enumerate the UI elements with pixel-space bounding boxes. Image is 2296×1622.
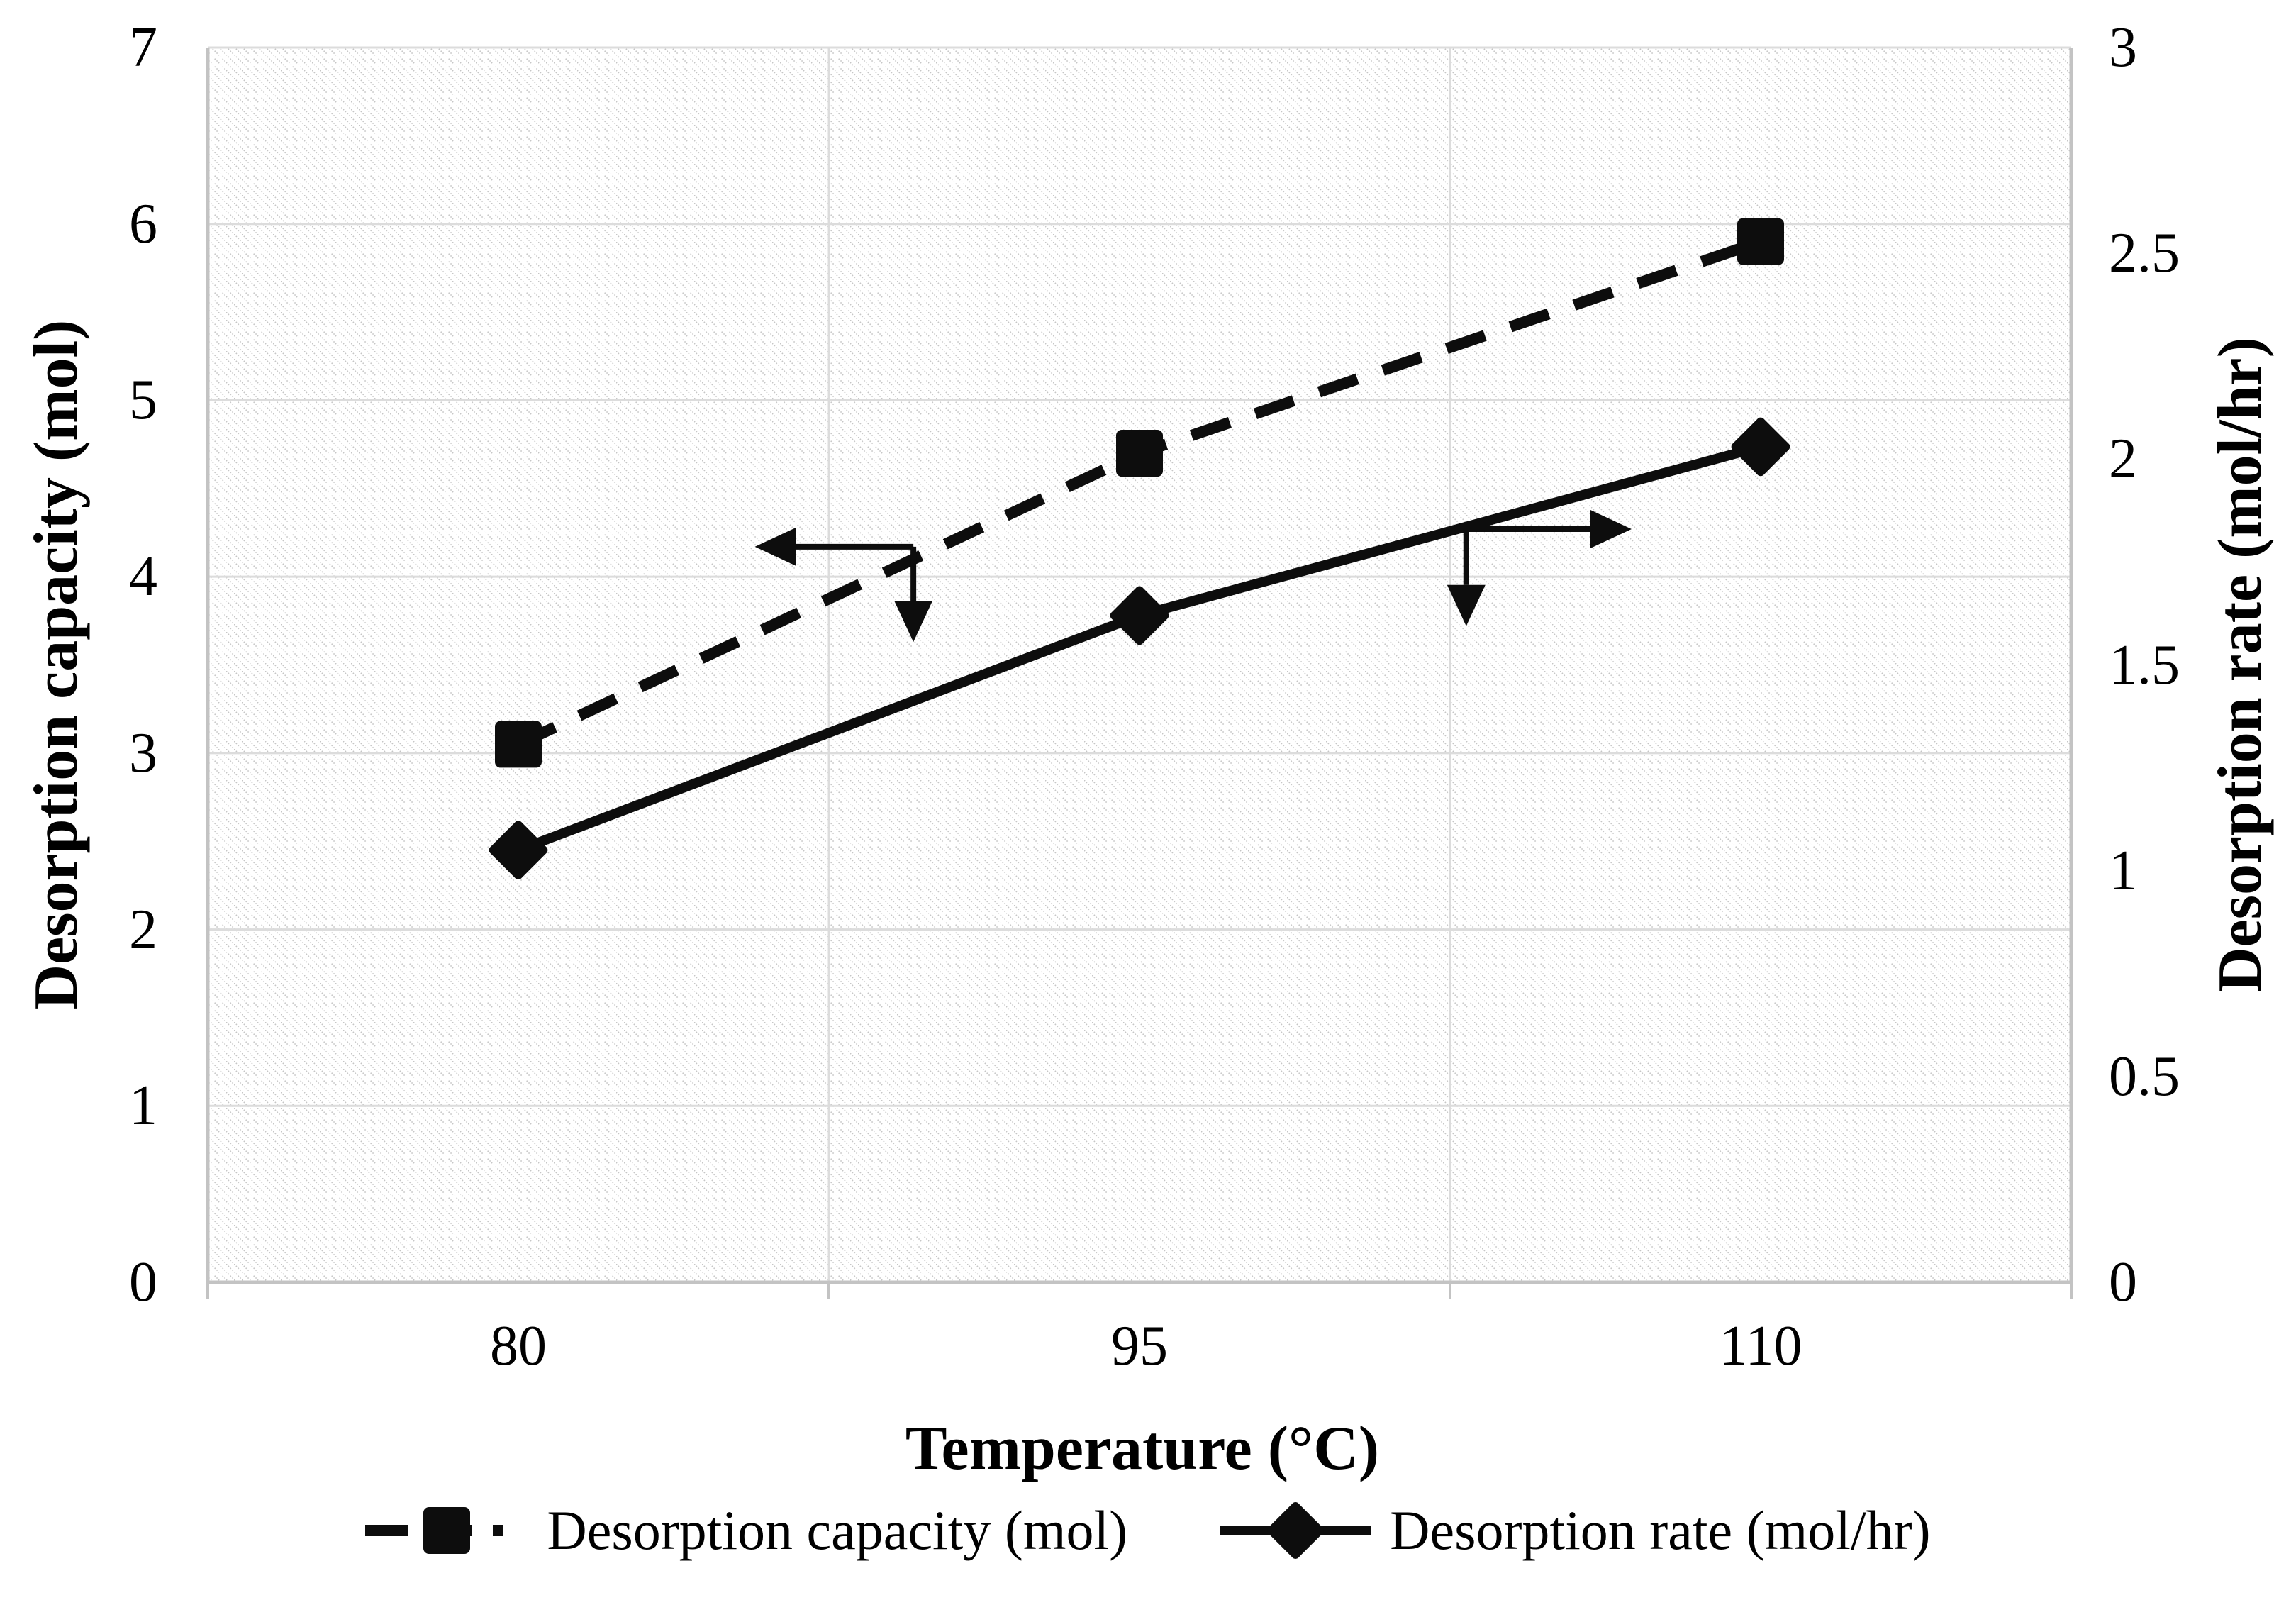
left-axis-tick: 1: [129, 1074, 157, 1138]
legend-item-capacity: Desorption capacity (mol): [365, 1502, 1127, 1559]
left-axis-tick: 0: [129, 1251, 157, 1313]
dashed-square-legend-marker-icon: [365, 1507, 529, 1554]
diamond-marker-icon: [1110, 586, 1169, 645]
left-axis-tick: 5: [129, 369, 157, 432]
right-arrowhead-icon: [1590, 509, 1632, 548]
solid-diamond-legend-marker-icon: [1220, 1502, 1372, 1559]
right-axis-tick: 1.5: [2109, 633, 2180, 696]
legend-item-rate: Desorption rate (mol/hr): [1220, 1499, 1931, 1561]
right-axis-title: Desorption rate (mol/hr): [2206, 337, 2275, 992]
plot-hatch-background: [208, 48, 2071, 1282]
left-axis-title: Desorption capacity (mol): [22, 319, 91, 1010]
down-arrowhead-icon: [894, 601, 933, 643]
down-arrowhead-icon: [1447, 584, 1486, 626]
legend-label-rate: Desorption rate (mol/hr): [1390, 1499, 1931, 1561]
legend-label-capacity: Desorption capacity (mol): [547, 1499, 1128, 1561]
square-marker-icon: [1116, 430, 1163, 477]
right-axis-tick: 0: [2109, 1251, 2137, 1313]
x-axis-title: Temperature (°C): [905, 1414, 1380, 1483]
left-axis-tick: 3: [129, 721, 157, 784]
diamond-marker-icon: [1731, 417, 1790, 477]
right-axis-tick: 1: [2109, 839, 2137, 902]
x-axis-tick: 110: [1719, 1315, 1802, 1377]
right-axis-tick: 3: [2109, 16, 2137, 79]
chart-legend: Desorption capacity (mol) Desorption rat…: [0, 1502, 2296, 1559]
right-axis-tick: 2.5: [2109, 222, 2180, 285]
diamond-marker-icon: [489, 821, 548, 880]
left-axis-tick: 2: [129, 898, 157, 961]
right-axis-tick: 0.5: [2109, 1045, 2180, 1108]
square-marker-icon: [495, 721, 542, 768]
right-axis-tick: 2: [2109, 428, 2137, 491]
left-axis-tick: 7: [129, 16, 157, 79]
x-axis-tick: 80: [490, 1315, 547, 1377]
left-axis-tick: 4: [129, 545, 157, 609]
left-arrowhead-icon: [754, 527, 796, 566]
left-axis-tick: 6: [129, 192, 157, 255]
square-marker-icon: [1737, 218, 1784, 265]
x-axis-tick: 95: [1111, 1315, 1168, 1377]
